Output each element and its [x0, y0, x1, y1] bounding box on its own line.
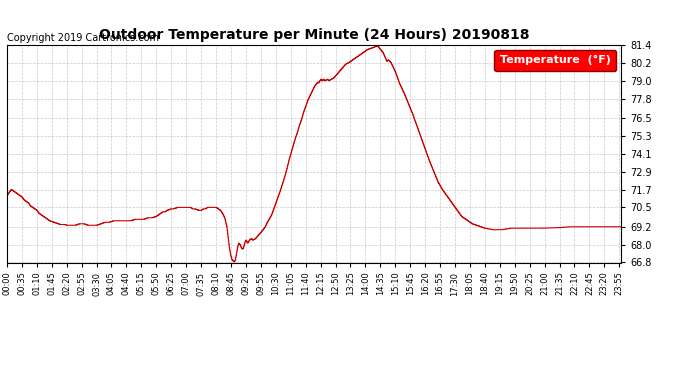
Legend: Temperature  (°F): Temperature (°F) — [495, 50, 615, 71]
Title: Outdoor Temperature per Minute (24 Hours) 20190818: Outdoor Temperature per Minute (24 Hours… — [99, 28, 529, 42]
Text: Copyright 2019 Cartronics.com: Copyright 2019 Cartronics.com — [7, 33, 159, 43]
